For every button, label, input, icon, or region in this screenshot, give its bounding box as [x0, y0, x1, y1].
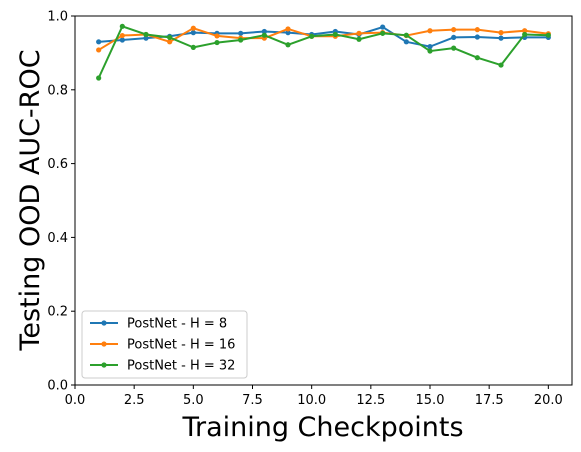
data-point: [167, 34, 173, 41]
data-point: [380, 30, 386, 36]
data-point: [451, 45, 457, 51]
plot-area-frame: [74, 15, 573, 386]
legend-box: [81, 310, 248, 379]
data-point: [403, 32, 409, 38]
data-point: [119, 37, 125, 43]
y-tick-label: 0.2: [47, 305, 68, 320]
x-axis-title: Training Checkpoints: [181, 412, 463, 443]
y-tick-label: 0.0: [47, 379, 68, 394]
data-point: [238, 37, 244, 43]
data-point: [427, 28, 433, 34]
series-line: [97, 26, 550, 48]
y-tick-label: 1.0: [47, 10, 68, 25]
data-point: [451, 27, 457, 33]
x-tick-label: 12.5: [356, 393, 385, 408]
data-point: [96, 75, 102, 81]
data-point: [498, 62, 504, 68]
data-point: [119, 23, 125, 29]
legend: PostNet - H = 8 PostNet - H = 16 PostNet -…: [81, 310, 248, 379]
series-line: [97, 25, 550, 79]
x-tick-label: 17.5: [475, 393, 504, 408]
x-tick-label: 10.0: [297, 393, 326, 408]
legend-entry: PostNet - H = 16: [90, 338, 235, 353]
data-point: [522, 28, 528, 34]
series-layer: [96, 23, 551, 81]
y-tick-label: 0.4: [47, 231, 68, 246]
data-point: [474, 55, 480, 61]
data-point: [119, 32, 125, 39]
data-point: [309, 33, 315, 39]
data-point: [498, 30, 504, 36]
data-point: [545, 32, 551, 38]
x-tick-label: 15.0: [416, 393, 445, 408]
legend-marker: [101, 320, 107, 326]
data-point: [96, 39, 102, 45]
data-point: [96, 47, 102, 53]
y-tick-label: 0.6: [47, 157, 68, 172]
data-point: [285, 30, 291, 36]
legend-entries: PostNet - H = 8 PostNet - H = 16 PostNet -…: [90, 317, 235, 374]
data-point: [451, 34, 457, 41]
x-tick-label: 7.5: [242, 393, 263, 408]
data-point: [522, 31, 528, 38]
legend-entry: PostNet - H = 8: [90, 317, 227, 332]
data-point: [498, 35, 504, 41]
data-point: [356, 30, 362, 36]
data-point: [238, 30, 244, 36]
data-point: [214, 39, 220, 46]
data-point: [143, 31, 149, 38]
data-point: [474, 27, 480, 33]
data-point: [380, 24, 386, 30]
legend-label: PostNet - H = 8: [127, 317, 227, 332]
data-point: [332, 31, 338, 38]
data-point: [403, 39, 409, 45]
y-tick-label: 0.8: [47, 83, 68, 98]
data-point: [285, 42, 291, 48]
legend-marker: [101, 362, 107, 368]
data-point: [261, 28, 267, 35]
x-axis-ticks: 0.0 2.5 5.0 7.5 10.0 12.5 15.0 17.5 20.0: [65, 385, 563, 408]
data-point: [190, 44, 196, 50]
data-point: [285, 26, 291, 32]
legend-label: PostNet - H = 32: [127, 359, 235, 374]
legend-marker: [101, 341, 107, 347]
y-axis-title: Testing OOD AUC-ROC: [15, 49, 46, 351]
x-tick-label: 20.0: [534, 393, 563, 408]
x-tick-label: 0.0: [65, 393, 86, 408]
data-point: [143, 35, 149, 41]
series-3: [96, 23, 551, 81]
data-point: [190, 30, 196, 36]
y-axis-ticks: 0.0 0.2 0.4 0.6 0.8 1.0: [47, 10, 75, 394]
x-tick-label: 5.0: [183, 393, 204, 408]
data-point: [474, 34, 480, 40]
data-point: [214, 33, 220, 39]
legend-label: PostNet - H = 16: [127, 338, 235, 353]
data-point: [190, 25, 196, 31]
data-point: [356, 36, 362, 42]
data-point: [427, 48, 433, 54]
data-point: [427, 44, 433, 50]
x-tick-label: 2.5: [124, 393, 145, 408]
legend-entry: PostNet - H = 32: [90, 359, 235, 374]
data-point: [167, 39, 173, 45]
data-point: [261, 32, 267, 38]
